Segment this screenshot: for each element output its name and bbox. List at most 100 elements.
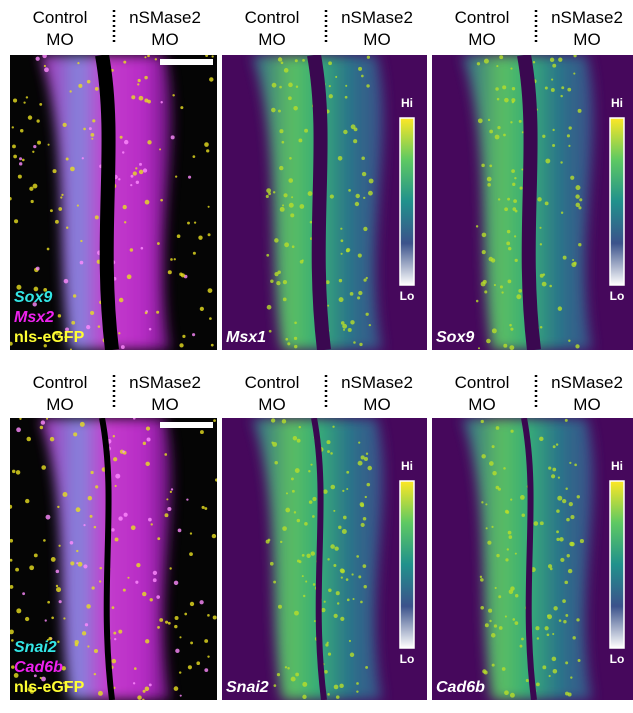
speckle <box>24 313 28 317</box>
speckle <box>328 588 332 593</box>
speckle <box>323 600 326 603</box>
speckle <box>65 157 69 161</box>
speckle <box>93 672 97 676</box>
speckle <box>46 247 50 251</box>
speckle <box>537 197 542 202</box>
speckle <box>491 445 495 449</box>
speckle <box>86 604 91 609</box>
header-right: nSMase2 <box>551 8 623 27</box>
speckle <box>565 487 568 490</box>
speckle <box>15 567 20 572</box>
neural-tube-lumen <box>95 55 119 350</box>
speckle <box>146 437 151 442</box>
speckle <box>506 548 510 551</box>
speckle <box>167 270 172 275</box>
speckle <box>568 126 572 130</box>
speckle <box>480 281 486 287</box>
speckle <box>562 255 567 260</box>
speckle <box>154 58 158 61</box>
speckle <box>539 326 543 329</box>
header-right: MO <box>151 395 178 414</box>
header-left: MO <box>468 395 495 414</box>
speckle <box>10 558 13 562</box>
speckle <box>345 578 349 581</box>
speckle <box>270 279 274 283</box>
speckle <box>335 695 340 699</box>
speckle <box>340 576 343 579</box>
speckle <box>35 56 40 61</box>
speckle <box>192 155 196 158</box>
speckle <box>277 604 283 609</box>
speckle <box>111 606 115 610</box>
speckle <box>366 55 371 59</box>
speckle <box>348 639 352 643</box>
speckle <box>199 600 204 605</box>
speckle <box>157 537 161 541</box>
speckle <box>333 509 336 512</box>
speckle <box>294 344 298 349</box>
speckle <box>509 323 512 327</box>
speckle <box>483 58 489 64</box>
speckle <box>173 580 179 586</box>
speckle <box>365 276 368 280</box>
speckle <box>343 129 348 135</box>
speckle <box>179 694 182 697</box>
speckle <box>509 692 515 698</box>
speckle <box>308 470 311 473</box>
speckle <box>363 226 368 232</box>
speckle <box>312 496 317 502</box>
speckle <box>488 256 494 262</box>
speckle <box>361 171 367 177</box>
speckle <box>544 201 549 206</box>
speckle <box>548 466 552 470</box>
speckle <box>111 658 117 664</box>
speckle <box>503 467 506 470</box>
speckle <box>55 569 60 574</box>
speckle <box>489 461 494 466</box>
speckle <box>193 221 197 224</box>
header-left: MO <box>258 30 285 49</box>
speckle <box>10 341 13 346</box>
speckle <box>510 67 513 70</box>
speckle <box>335 591 340 596</box>
speckle <box>557 495 563 501</box>
speckle <box>285 492 289 495</box>
speckle <box>89 514 93 518</box>
speckle <box>342 515 347 520</box>
speckle <box>172 94 175 97</box>
header-left: Control <box>455 373 510 392</box>
speckle <box>76 204 79 207</box>
speckle <box>339 683 344 689</box>
speckle <box>211 533 217 539</box>
speckle <box>566 134 570 138</box>
speckle <box>336 602 340 605</box>
speckle <box>276 673 281 677</box>
speckle <box>277 109 281 113</box>
header-right: MO <box>573 395 600 414</box>
speckle <box>119 135 123 139</box>
stain-label: Snai2 <box>14 639 57 656</box>
speckle <box>21 158 25 162</box>
speckle <box>577 108 582 113</box>
speckle <box>130 525 136 531</box>
speckle <box>475 225 479 228</box>
speckle <box>481 250 486 255</box>
speckle <box>37 140 41 145</box>
speckle <box>539 521 544 526</box>
speckle <box>551 656 557 662</box>
speckle <box>487 540 492 545</box>
speckle <box>308 500 313 504</box>
speckle <box>142 168 148 173</box>
speckle <box>566 554 570 558</box>
speckle <box>504 207 508 212</box>
speckle <box>504 509 509 514</box>
speckle <box>15 470 21 475</box>
speckle <box>518 119 522 123</box>
speckle <box>328 94 333 99</box>
speckle <box>338 278 343 283</box>
speckle <box>367 465 373 471</box>
speckle <box>144 98 149 103</box>
speckle <box>16 427 21 433</box>
speckle <box>273 684 277 687</box>
speckle <box>138 169 144 175</box>
